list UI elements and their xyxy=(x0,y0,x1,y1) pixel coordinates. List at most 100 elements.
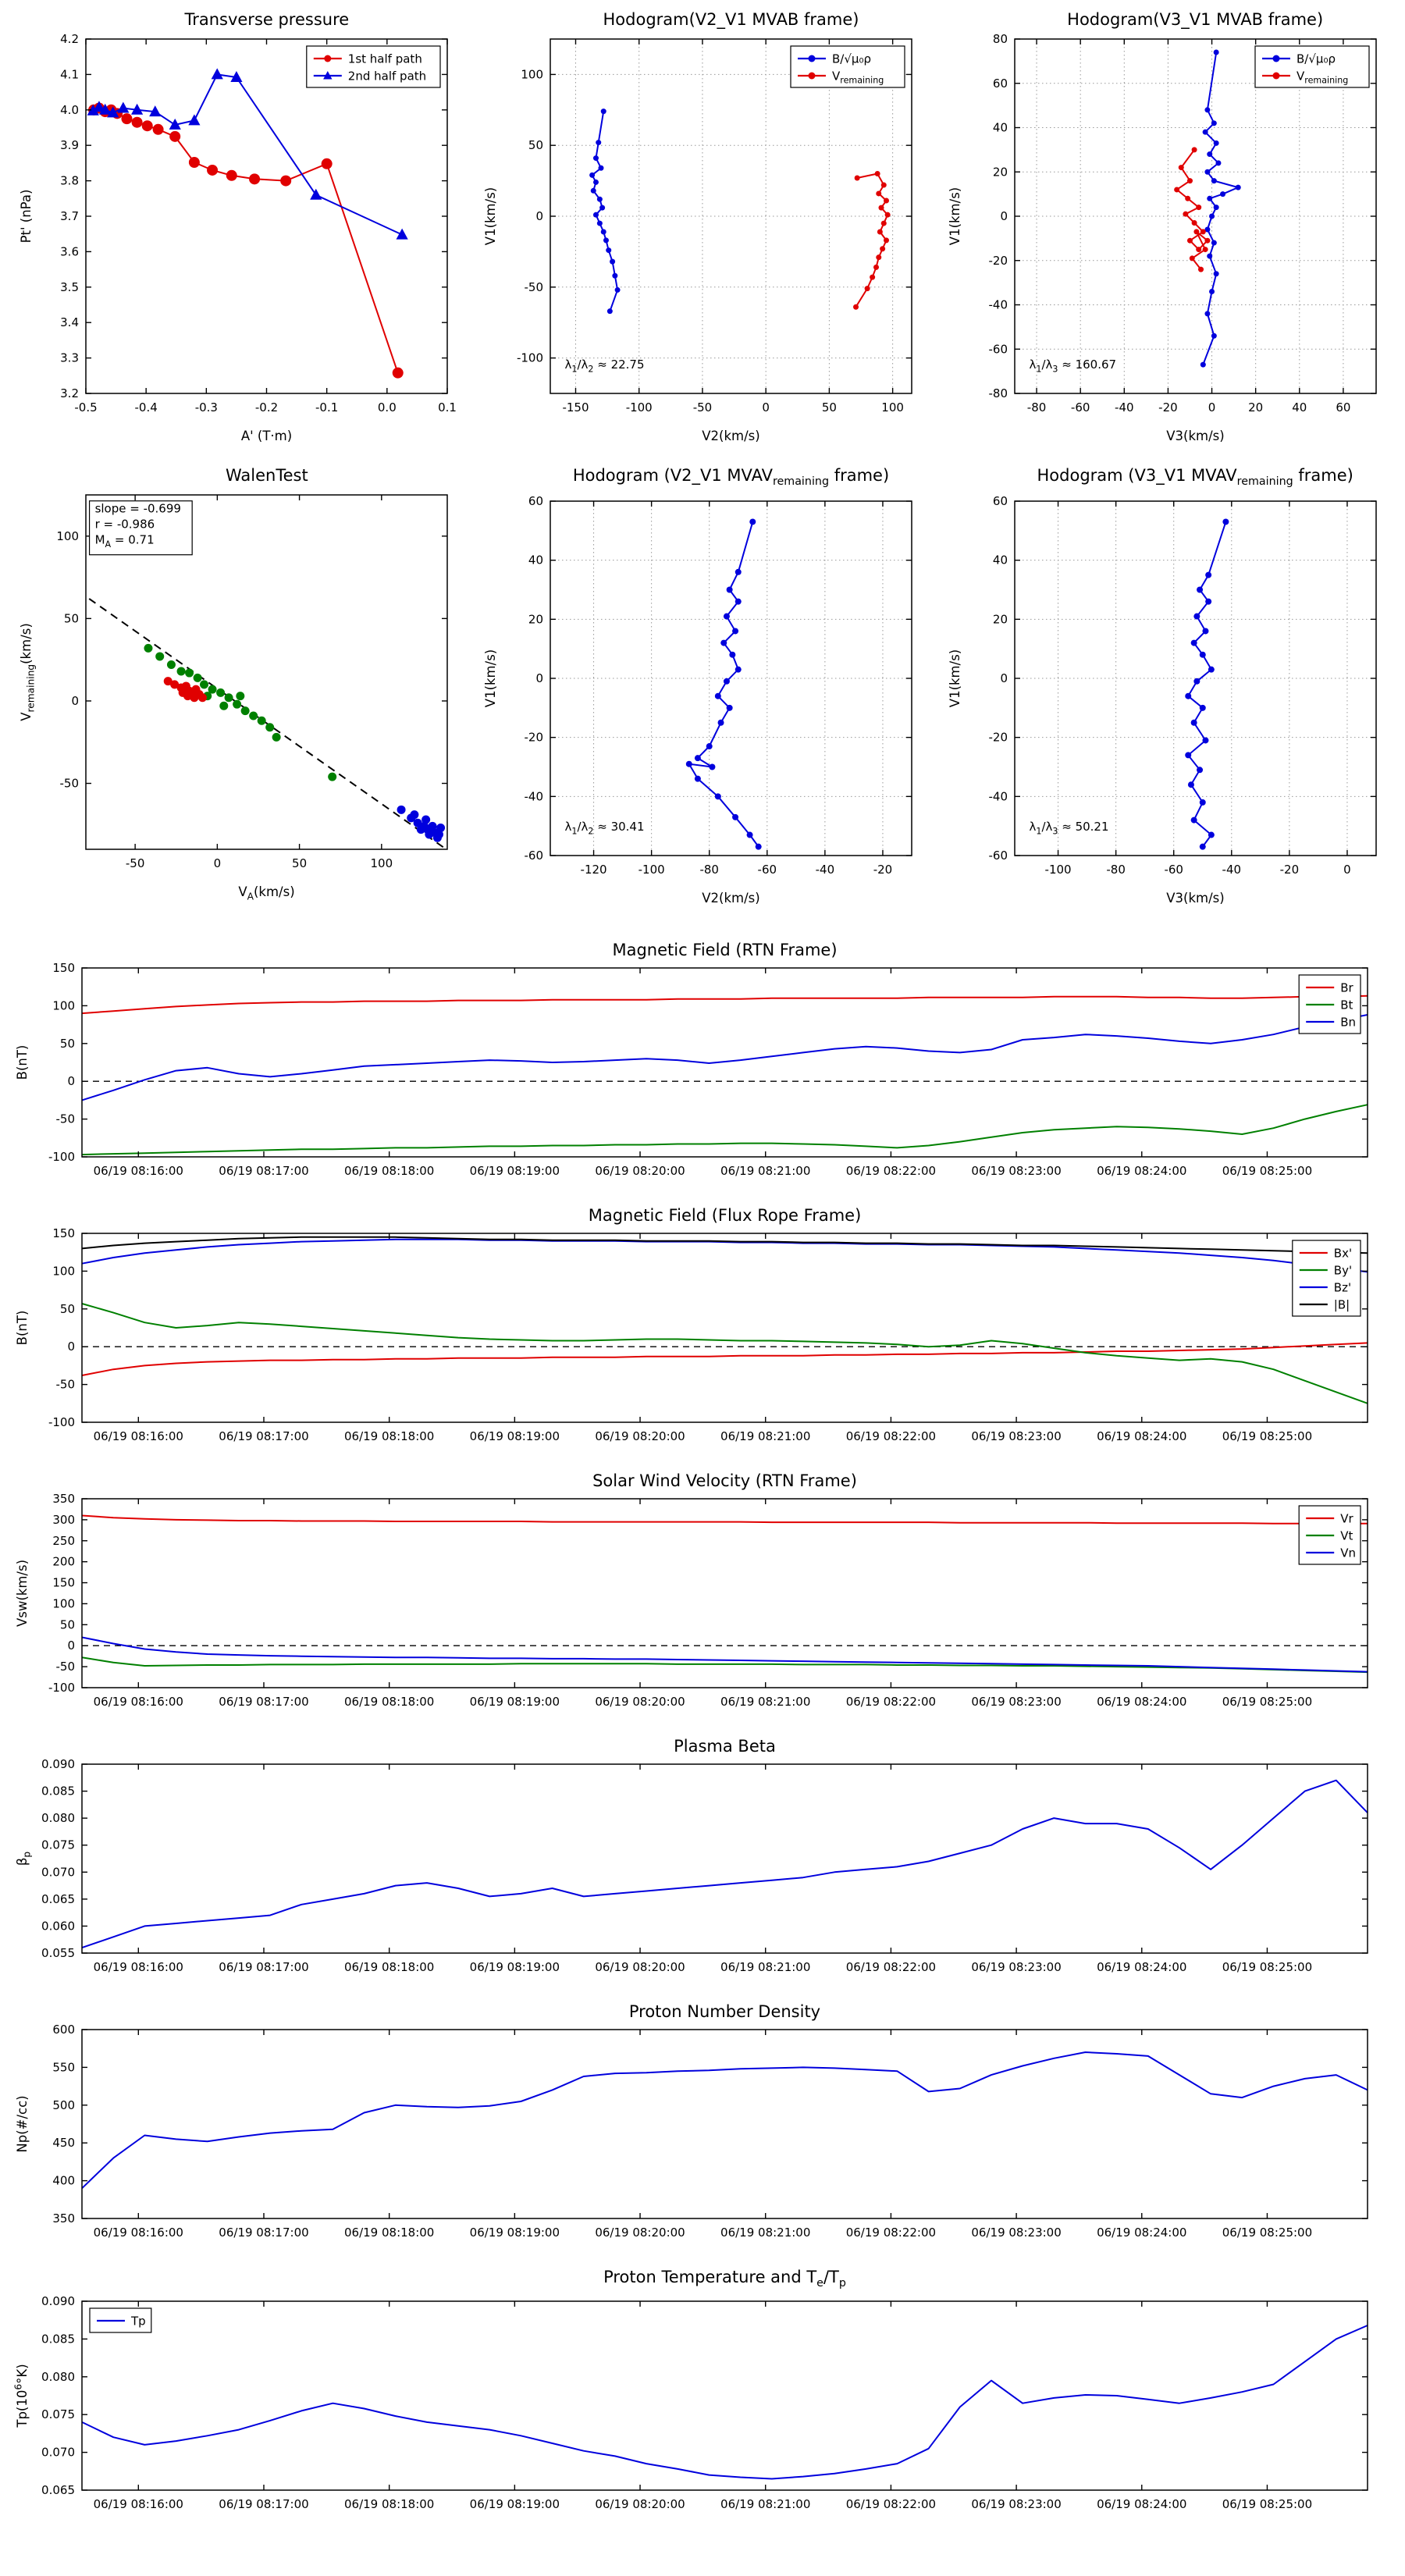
hodogram-v2v1-mvab-plot: -150 -100 -50 0 50 100 -100 -50 0 50 100 V2(km/s) V1… xyxy=(483,38,912,443)
axis-ticks: 06/19 08:16:00 06/19 08:17:00 06/19 08:18:… xyxy=(41,2294,1368,2511)
grid-lines xyxy=(550,39,912,393)
svg-text:0: 0 xyxy=(535,671,543,685)
alfven-speed-line xyxy=(1202,52,1239,365)
transverse-pressure-plot: -0.5 -0.4 -0.3 -0.2 -0.1 0.0 0.1 3.2 3.3 3.4 3.5 3.… xyxy=(19,32,457,443)
By-prime-line xyxy=(81,1303,1368,1404)
svg-text:-50: -50 xyxy=(60,777,80,791)
svg-text:Vremaining: Vremaining xyxy=(1297,69,1348,85)
axis-ticks: -50 0 50 100 -50 0 50 100 xyxy=(57,495,448,870)
svg-text:-40: -40 xyxy=(816,863,835,877)
svg-text:06/19 08:24:00: 06/19 08:24:00 xyxy=(1097,1695,1186,1709)
svg-text:4.0: 4.0 xyxy=(60,103,79,117)
series-layer xyxy=(88,598,446,849)
svg-text:-100: -100 xyxy=(517,351,543,365)
svg-text:0.060: 0.060 xyxy=(41,1920,75,1934)
svg-text:-0.3: -0.3 xyxy=(195,400,218,415)
series-layer xyxy=(1184,518,1229,850)
svg-text:100: 100 xyxy=(521,67,543,81)
Vr-line xyxy=(81,1514,1368,1525)
series-layer xyxy=(81,2325,1368,2480)
svg-text:-120: -120 xyxy=(581,863,607,877)
svg-text:-60: -60 xyxy=(758,863,777,877)
svg-text:06/19 08:17:00: 06/19 08:17:00 xyxy=(219,1164,308,1178)
svg-text:3.2: 3.2 xyxy=(60,386,79,400)
svg-text:Pt' (nPa): Pt' (nPa) xyxy=(19,190,34,244)
annotation: λ1/λ3 ≈ 160.67 xyxy=(1029,358,1116,374)
svg-text:0: 0 xyxy=(72,694,80,708)
legend: B/√μ₀ρ Vremaining xyxy=(790,45,905,88)
svg-text:550: 550 xyxy=(52,2061,75,2075)
chart-title: Hodogram (V2_V1 MVAVremaining frame) xyxy=(572,466,890,489)
svg-text:-20: -20 xyxy=(873,863,893,877)
svg-text:06/19 08:22:00: 06/19 08:22:00 xyxy=(846,2497,936,2511)
v-remaining-line xyxy=(1176,149,1208,270)
svg-text:Vsw(km/s): Vsw(km/s) xyxy=(15,1560,30,1627)
svg-text:3.4: 3.4 xyxy=(60,315,79,329)
svg-text:Vn: Vn xyxy=(1340,1546,1356,1560)
svg-text:0.065: 0.065 xyxy=(41,1892,75,1906)
annotation: λ1/λ2 ≈ 30.41 xyxy=(565,820,645,836)
grid-lines xyxy=(1014,39,1376,393)
svg-text:250: 250 xyxy=(52,1534,75,1548)
svg-text:-50: -50 xyxy=(56,1112,76,1126)
svg-text:MA = 0.71: MA = 0.71 xyxy=(95,533,155,550)
svg-text:-100: -100 xyxy=(626,400,653,415)
svg-text:Vremaining: Vremaining xyxy=(832,69,884,85)
svg-text:-40: -40 xyxy=(988,790,1008,804)
svg-text:200: 200 xyxy=(52,1555,75,1569)
svg-text:40: 40 xyxy=(528,553,543,568)
svg-text:0.1: 0.1 xyxy=(438,400,457,415)
chart-title: Magnetic Field (RTN Frame) xyxy=(612,941,838,960)
svg-text:06/19 08:20:00: 06/19 08:20:00 xyxy=(595,2226,685,2240)
svg-text:100: 100 xyxy=(881,400,904,415)
svg-text:350: 350 xyxy=(52,2211,75,2226)
chart-title: Hodogram (V3_V1 MVAVremaining frame) xyxy=(1037,466,1353,489)
svg-text:|B|: |B| xyxy=(1334,1298,1350,1312)
Vn-line xyxy=(81,1636,1368,1673)
svg-text:Vt: Vt xyxy=(1340,1529,1353,1543)
series-layer xyxy=(81,1779,1368,1949)
svg-text:06/19 08:21:00: 06/19 08:21:00 xyxy=(720,1164,810,1178)
svg-text:06/19 08:20:00: 06/19 08:20:00 xyxy=(595,1164,685,1178)
svg-text:-100: -100 xyxy=(638,863,665,877)
svg-text:100: 100 xyxy=(52,999,75,1013)
chart-magnetic-field-rtn: Magnetic Field (RTN Frame) 06/19 08:16:0… xyxy=(8,940,1397,1194)
svg-text:-100: -100 xyxy=(48,1150,75,1164)
svg-text:150: 150 xyxy=(52,961,75,975)
svg-text:06/19 08:20:00: 06/19 08:20:00 xyxy=(595,1695,685,1709)
svg-text:06/19 08:20:00: 06/19 08:20:00 xyxy=(595,1429,685,1443)
svg-text:06/19 08:18:00: 06/19 08:18:00 xyxy=(344,1960,434,1974)
chart-hodogram-v2v1-mvav: Hodogram (V2_V1 MVAVremaining frame) -12… xyxy=(471,465,935,913)
hodogram-v3v1-mvav-plot: -100 -80 -60 -40 -20 0 -60 -40 -20 0 20 40 60 V3(km/s… xyxy=(948,494,1377,906)
legend: Vr Vt Vn xyxy=(1298,1505,1361,1565)
svg-text:-50: -50 xyxy=(524,280,543,294)
chart-title: Magnetic Field (Flux Rope Frame) xyxy=(588,1206,862,1226)
svg-text:0.055: 0.055 xyxy=(41,1946,75,1960)
proton-temperature-plot: 06/19 08:16:00 06/19 08:17:00 06/19 08:18:… xyxy=(13,2294,1368,2511)
svg-text:B/√μ₀ρ: B/√μ₀ρ xyxy=(832,52,871,66)
svg-text:06/19 08:24:00: 06/19 08:24:00 xyxy=(1097,2497,1186,2511)
svg-text:06/19 08:25:00: 06/19 08:25:00 xyxy=(1222,1164,1312,1178)
solar-wind-velocity-plot: 06/19 08:16:00 06/19 08:17:00 06/19 08:18:… xyxy=(15,1492,1368,1709)
svg-text:Vremaining(km/s): Vremaining(km/s) xyxy=(19,623,36,721)
Tp-line xyxy=(81,2325,1368,2480)
svg-text:-80: -80 xyxy=(1106,863,1126,877)
beta-p-line xyxy=(81,1779,1368,1949)
svg-text:V3(km/s): V3(km/s) xyxy=(1166,891,1224,906)
svg-text:-50: -50 xyxy=(693,400,713,415)
first-half-path-markers xyxy=(88,102,404,379)
svg-text:-80: -80 xyxy=(1026,400,1046,415)
svg-text:06/19 08:19:00: 06/19 08:19:00 xyxy=(470,1960,560,1974)
alfven-speed-line xyxy=(591,111,619,312)
svg-text:0.085: 0.085 xyxy=(41,2332,75,2347)
axis-ticks: 06/19 08:16:00 06/19 08:17:00 06/19 08:18:… xyxy=(41,1757,1368,1974)
axes-frame xyxy=(81,1763,1368,1954)
axes-frame xyxy=(81,967,1368,1158)
svg-text:06/19 08:19:00: 06/19 08:19:00 xyxy=(470,1695,560,1709)
svg-text:3.9: 3.9 xyxy=(60,138,79,152)
svg-text:06/19 08:22:00: 06/19 08:22:00 xyxy=(846,1429,936,1443)
svg-text:λ1/λ3 ≈ 160.67: λ1/λ3 ≈ 160.67 xyxy=(1029,358,1116,374)
series-layer xyxy=(81,2051,1368,2190)
svg-text:0: 0 xyxy=(67,1638,75,1653)
svg-text:3.8: 3.8 xyxy=(60,174,79,188)
